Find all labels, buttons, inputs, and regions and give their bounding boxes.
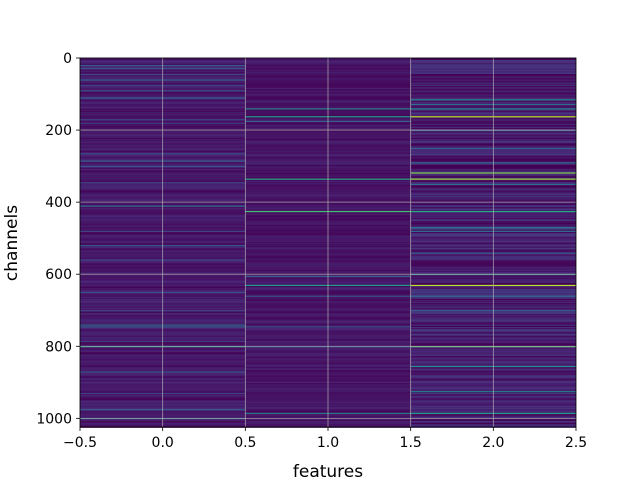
x-tick-label: 2.0 xyxy=(482,435,504,451)
y-tick-label: 800 xyxy=(45,339,72,355)
y-axis-label: channels xyxy=(2,205,22,281)
grid-lines xyxy=(80,58,576,427)
x-tick-label: 1.5 xyxy=(400,435,422,451)
x-tick-label: −0.5 xyxy=(63,435,97,451)
x-axis-ticks: −0.5 0.0 0.5 1.0 1.5 2.0 2.5 xyxy=(63,427,587,451)
y-tick-label: 400 xyxy=(45,195,72,211)
x-tick-label: 1.0 xyxy=(317,435,339,451)
x-tick-label: 0.5 xyxy=(234,435,256,451)
y-tick-label: 200 xyxy=(45,123,72,139)
y-axis-ticks: 0 200 400 600 800 1000 xyxy=(36,51,80,427)
y-tick-label: 0 xyxy=(63,51,72,67)
x-tick-label: 2.5 xyxy=(565,435,587,451)
y-tick-label: 1000 xyxy=(36,411,72,427)
y-tick-label: 600 xyxy=(45,267,72,283)
x-tick-label: 0.0 xyxy=(152,435,174,451)
x-axis-label: features xyxy=(293,462,363,480)
